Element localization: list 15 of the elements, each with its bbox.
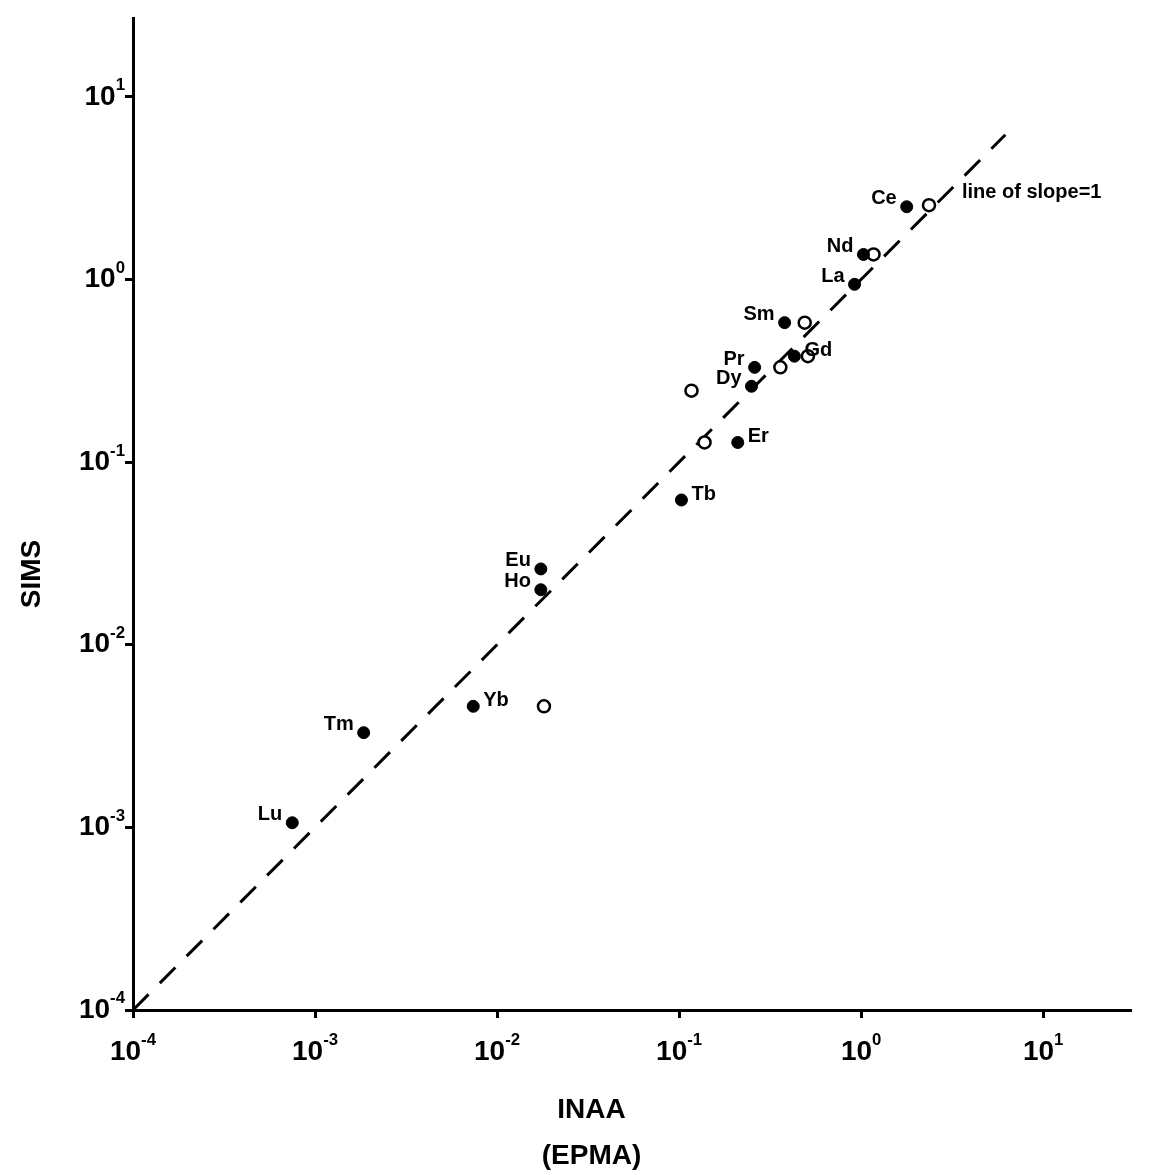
annotation: Gd [804, 337, 833, 360]
annotation: Lu [257, 802, 283, 825]
x-axis-title: INAA (EPMA) [541, 1092, 642, 1170]
annotation: Tb [691, 481, 716, 504]
annotation: Sm [743, 302, 775, 325]
annotation: Ce [871, 186, 897, 209]
annotation: Ho [504, 569, 531, 592]
annotation: Nd [826, 233, 854, 256]
annotation: line of slope=1 [961, 179, 1102, 202]
annotation: Er [747, 424, 770, 447]
annotation: La [821, 263, 846, 286]
annotation: Eu [505, 548, 531, 571]
annotation: Yb [483, 687, 509, 710]
annotation: Tm [323, 712, 354, 735]
y-axis-title: SIMS [14, 539, 46, 609]
